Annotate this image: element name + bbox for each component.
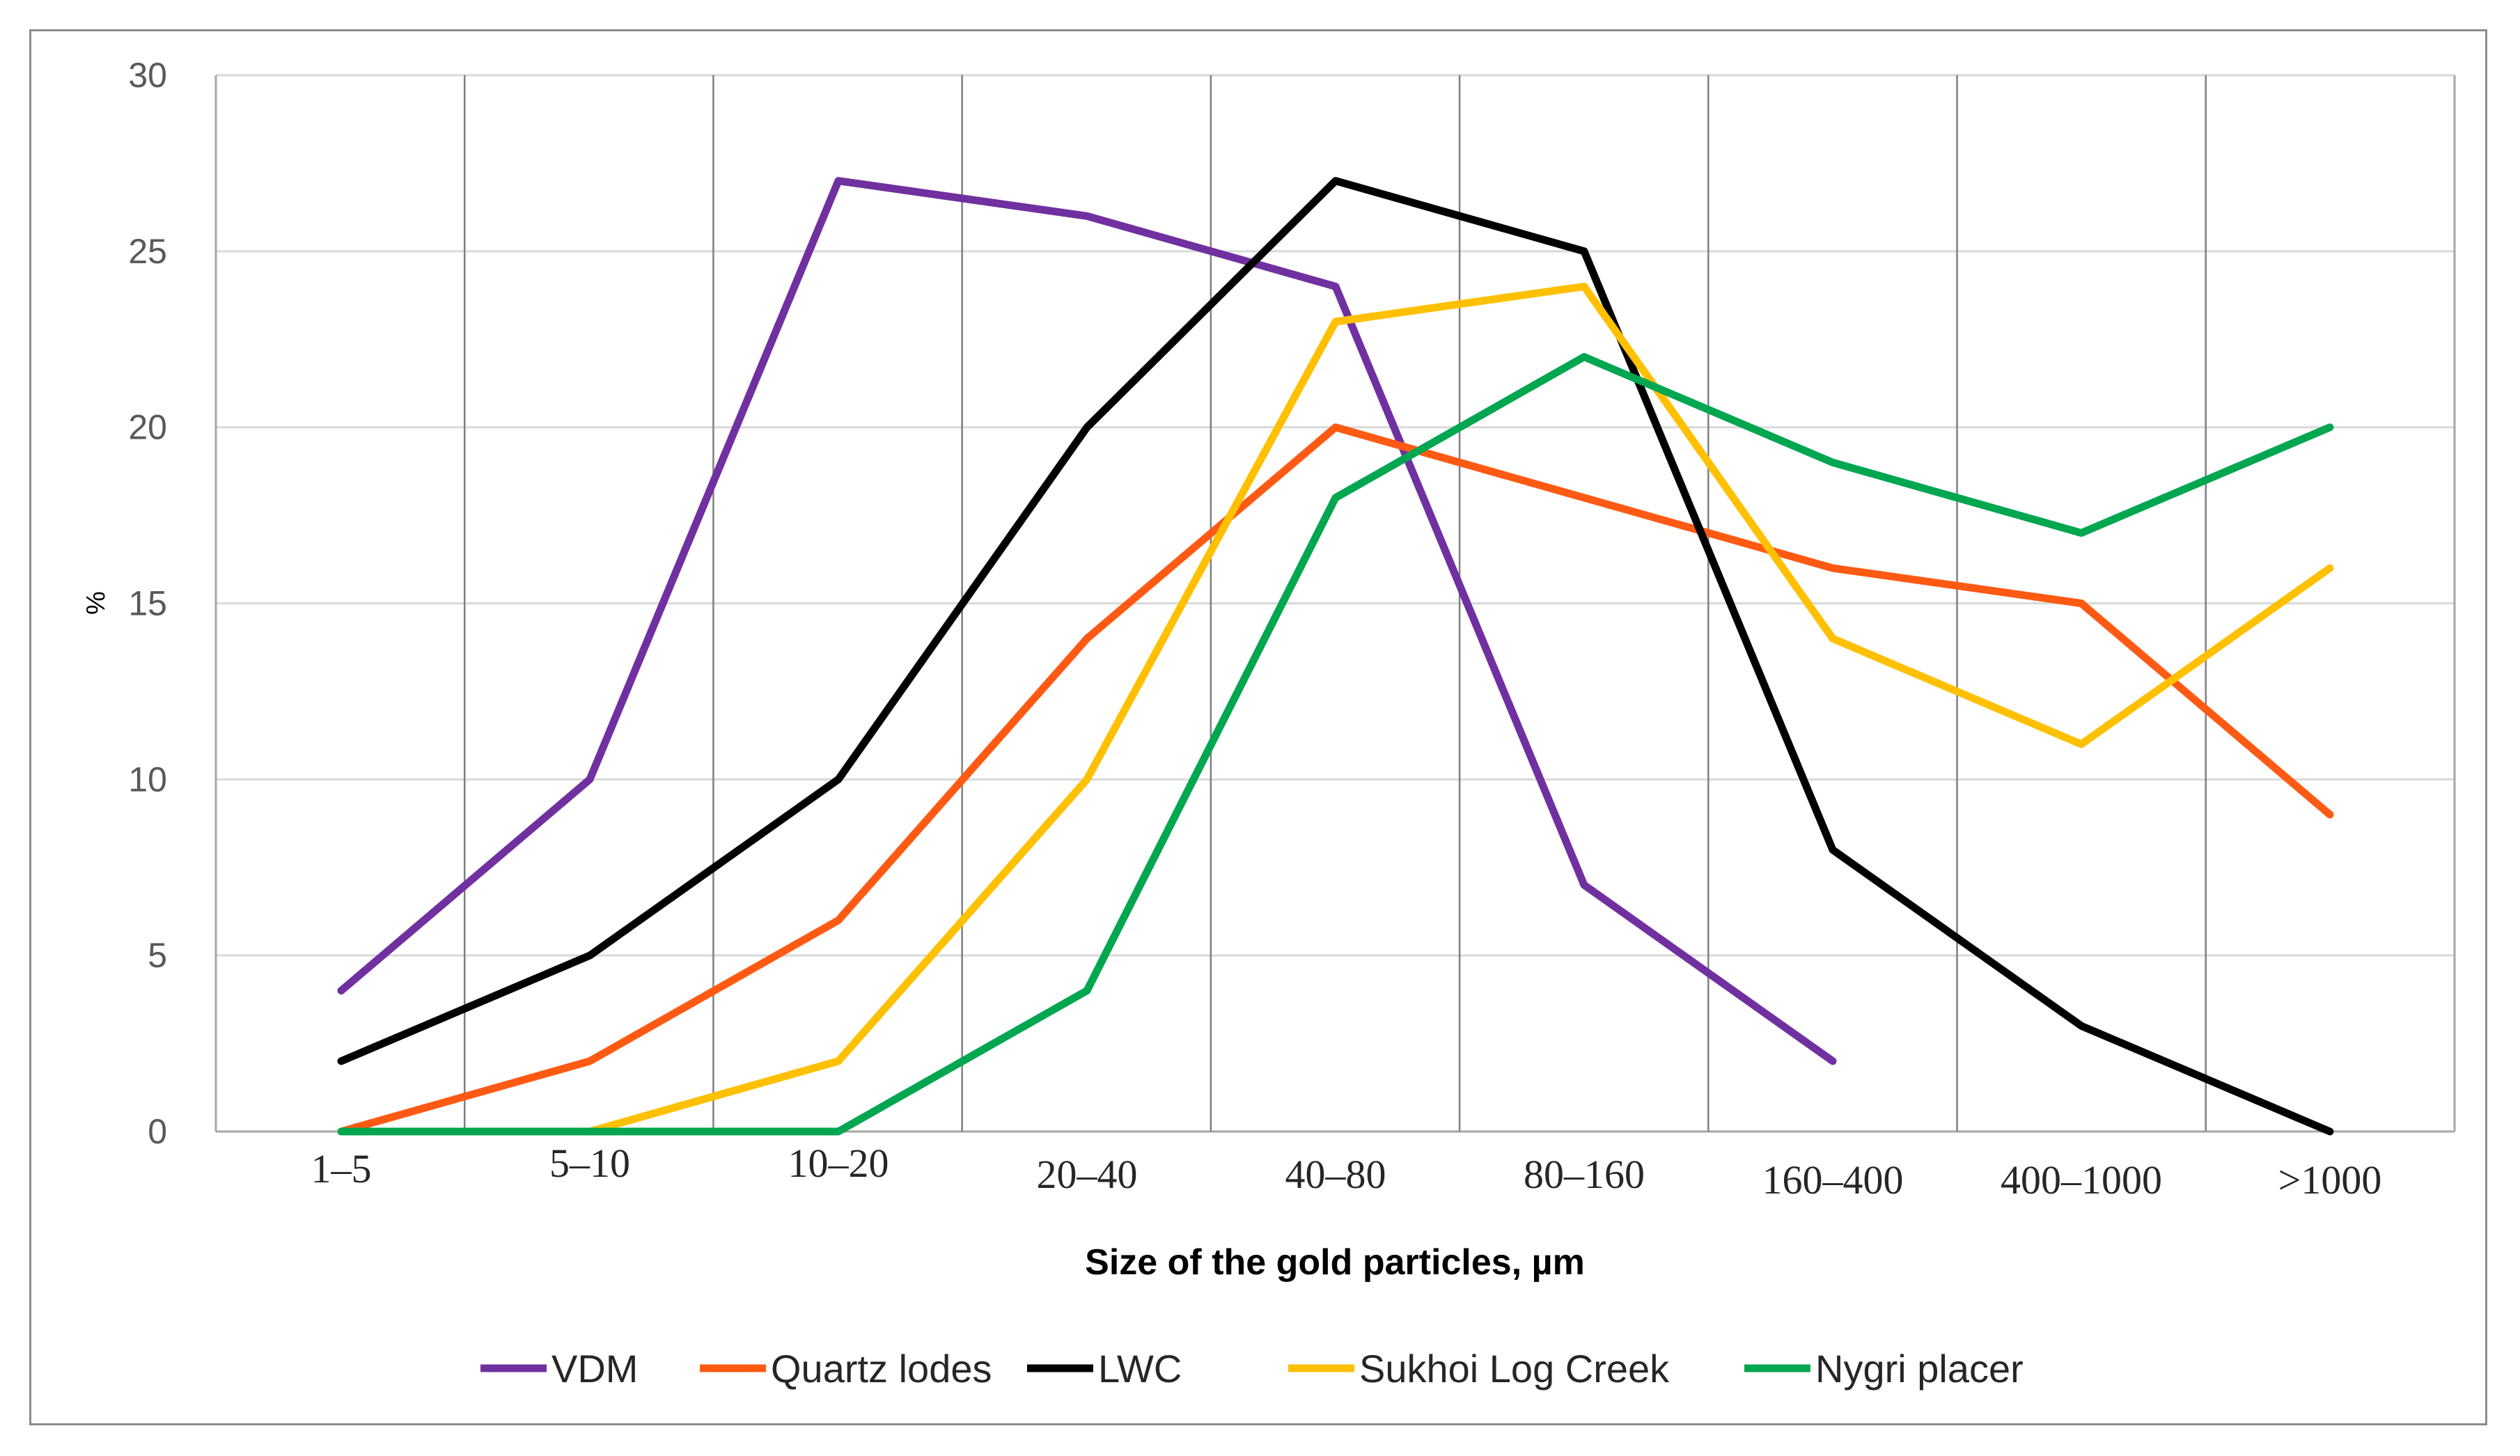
x-tick-label: 160–400 — [1762, 1157, 1904, 1203]
y-tick-label: 30 — [128, 56, 167, 95]
y-tick-label: 0 — [148, 1112, 167, 1151]
y-tick-label: 20 — [128, 408, 167, 447]
y-axis-label: % — [81, 591, 111, 615]
series-line-lwc — [337, 177, 2334, 1136]
legend-label: VDM — [551, 1347, 638, 1391]
y-axis-ticks: 0 5 10 15 20 25 30 — [128, 56, 167, 1151]
legend: VDM Quartz lodes LWC Sukhoi Log Creek Nygri … — [480, 1347, 2024, 1391]
x-tick-label: 20–40 — [1037, 1152, 1138, 1197]
x-axis-ticks: 1–5 5–10 10–20 20–40 40–80 80–160 160–400 400–1… — [311, 1141, 2382, 1203]
series-line-sukhoi-log-creek — [337, 282, 2334, 1136]
y-tick-label: 25 — [128, 232, 167, 271]
x-tick-label: 40–80 — [1285, 1152, 1386, 1197]
x-tick-label: 80–160 — [1524, 1152, 1645, 1197]
x-tick-label: >1000 — [2278, 1157, 2382, 1203]
series-line-quartz-lodes — [337, 423, 2334, 1136]
series-line-vdm — [337, 177, 1837, 1065]
x-tick-label: 5–10 — [549, 1141, 630, 1186]
legend-label: Nygri placer — [1815, 1347, 2024, 1391]
series-lines — [337, 177, 2334, 1136]
y-tick-label: 5 — [148, 936, 167, 975]
legend-label: LWC — [1098, 1347, 1182, 1391]
series-line-nygri-placer — [337, 353, 2334, 1136]
legend-label: Quartz lodes — [771, 1347, 992, 1391]
x-tick-label: 10–20 — [788, 1141, 889, 1186]
x-axis-title: Size of the gold particles, µm — [1085, 1242, 1585, 1283]
x-tick-label: 1–5 — [311, 1146, 372, 1191]
legend-label: Sukhoi Log Creek — [1359, 1347, 1670, 1391]
x-tick-label: 400–1000 — [2001, 1157, 2162, 1203]
y-tick-label: 10 — [128, 760, 167, 799]
y-tick-label: 15 — [128, 584, 167, 623]
